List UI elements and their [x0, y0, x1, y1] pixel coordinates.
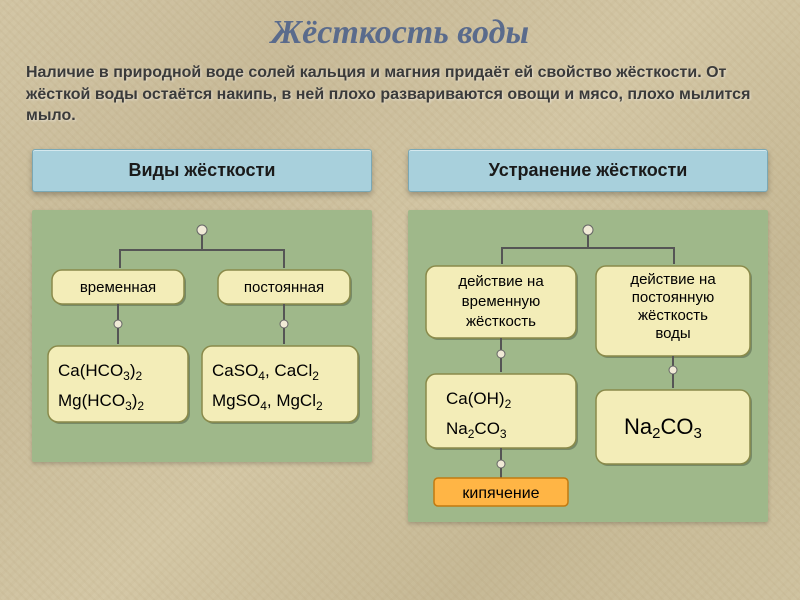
lbl-p3: воды	[655, 325, 690, 342]
panel-types: Виды жёсткости временная постоянная	[32, 149, 372, 522]
types-svg: временная постоянная Ca(HCO3)2 Mg(HCO3	[40, 220, 364, 450]
panel-types-header: Виды жёсткости	[32, 149, 372, 192]
content-area: Жёсткость воды Наличие в природной воде …	[0, 0, 800, 536]
lbl-t2: жёсткость	[466, 313, 536, 330]
connector-left	[120, 235, 202, 268]
lbl-p2: жёсткость	[638, 307, 708, 324]
formula-na2co3-b: Na2CO3	[624, 414, 702, 442]
boiling-label: кипячение	[462, 485, 539, 502]
panels-row: Виды жёсткости временная постоянная	[26, 149, 774, 522]
panel-removal-diagram: действие на временную жёсткость действие…	[408, 210, 768, 522]
root-dot-r	[583, 225, 593, 235]
root-dot	[197, 225, 207, 235]
formula-na2co3-a: Na2CO3	[446, 419, 507, 441]
formula-caoh2: Ca(OH)2	[446, 389, 512, 411]
connector-right	[202, 235, 284, 268]
formula-mg-hco3: Mg(HCO3)2	[58, 391, 144, 413]
formula-box-permanent	[202, 346, 358, 422]
label-permanent: постоянная	[244, 279, 324, 296]
formula-caso4-cacl2: CaSO4, CaCl2	[212, 361, 319, 383]
panel-types-diagram: временная постоянная Ca(HCO3)2 Mg(HCO3	[32, 210, 372, 462]
formula-box-temporary	[48, 346, 188, 422]
panel-removal-header: Устранение жёсткости	[408, 149, 768, 192]
lbl-p0: действие на	[630, 271, 716, 288]
lbl-t1: временную	[462, 293, 541, 310]
lbl-t0: действие на	[458, 273, 544, 290]
intro-text: Наличие в природной воде солей кальция и…	[26, 62, 774, 127]
panel-removal: Устранение жёсткости действие на временн…	[408, 149, 768, 522]
lbl-p1: постоянную	[632, 289, 714, 306]
formula-ca-hco3: Ca(HCO3)2	[58, 361, 143, 383]
removal-svg: действие на временную жёсткость действие…	[416, 220, 760, 510]
label-temporary: временная	[80, 279, 156, 296]
formula-mgso4-mgcl2: MgSO4, MgCl2	[212, 391, 323, 413]
page-title: Жёсткость воды	[26, 14, 774, 52]
